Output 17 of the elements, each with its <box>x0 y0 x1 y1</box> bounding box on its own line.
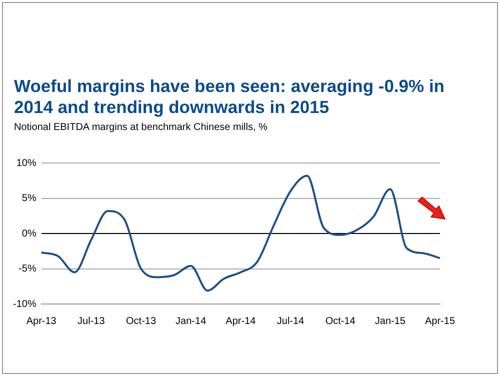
x-tick-label: Apr-13 <box>26 316 57 327</box>
x-tick-label: Oct-14 <box>325 316 356 327</box>
line-series <box>40 174 441 292</box>
y-tick-label: 10% <box>16 158 36 169</box>
y-tick-label: 5% <box>22 193 36 204</box>
x-tick-label: Jan-15 <box>374 316 406 327</box>
chart-subtitle: Notional EBITDA margins at benchmark Chinese mills, % <box>14 122 268 133</box>
y-tick-label: 0% <box>22 228 36 240</box>
x-tick-label: Apr-15 <box>424 316 456 327</box>
x-tick-label: Jul-13 <box>78 316 106 327</box>
x-tick-label: Apr-14 <box>226 316 256 327</box>
x-tick-label: Oct-13 <box>126 316 156 327</box>
chart-title: Woeful margins have been seen: averaging -0.9% in 2014 and trending downwards in 2015 <box>14 76 446 118</box>
x-tick-label: Jul-14 <box>276 316 305 327</box>
y-tick-label: -10% <box>12 298 36 310</box>
y-tick-label: -5% <box>18 264 36 274</box>
x-tick-label: Jan-14 <box>176 316 207 327</box>
